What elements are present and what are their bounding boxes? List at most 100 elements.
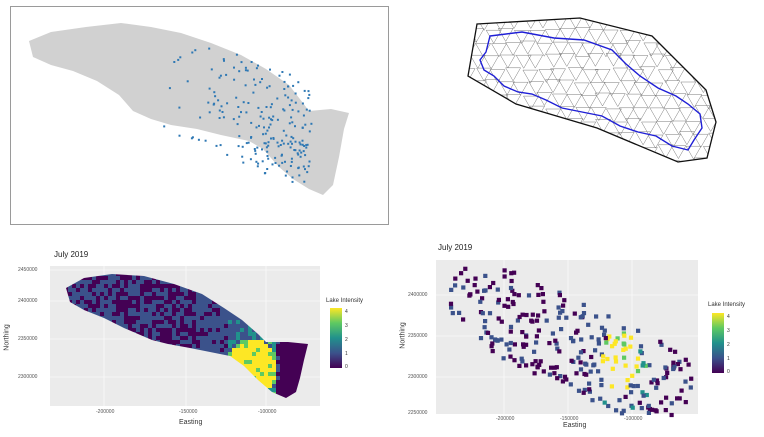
- mesh-triangle: [649, 157, 666, 162]
- node-square: [658, 339, 663, 344]
- mesh-triangle: [685, 145, 702, 160]
- raster-cell: [164, 340, 168, 344]
- mesh-triangle: [673, 43, 689, 58]
- node-square: [610, 344, 615, 349]
- raster-cell: [224, 316, 228, 320]
- raster-cell: [160, 328, 164, 332]
- raster-cell: [164, 324, 168, 328]
- mesh-triangle: [568, 145, 585, 160]
- mesh-triangle: [619, 54, 636, 69]
- raster-x-tick-0: -200000: [96, 409, 115, 415]
- node-square: [596, 341, 601, 346]
- raster-cell: [88, 300, 92, 304]
- raster-cell: [276, 384, 280, 388]
- raster-cell: [176, 340, 180, 344]
- raster-cell: [196, 324, 200, 328]
- mesh-triangle: [505, 42, 522, 56]
- mesh-triangle: [686, 94, 703, 109]
- mesh-triangle: [535, 121, 552, 136]
- node-square: [655, 381, 660, 386]
- lake-dot: [204, 139, 207, 142]
- raster-cell: [224, 348, 228, 352]
- raster-cell: [120, 276, 124, 280]
- raster-cell: [92, 308, 96, 312]
- raster-cell: [104, 308, 108, 312]
- raster-cell: [148, 308, 152, 312]
- raster-cell: [192, 340, 196, 344]
- lake-dot: [287, 142, 290, 145]
- raster-cell: [88, 284, 92, 288]
- raster-cell: [76, 284, 80, 288]
- lake-dot: [298, 174, 301, 177]
- node-square: [472, 283, 477, 288]
- node-square: [504, 342, 509, 347]
- raster-cell: [288, 344, 292, 348]
- raster-cell: [268, 340, 272, 344]
- node-square: [554, 341, 559, 346]
- mesh-triangle: [702, 118, 716, 133]
- raster-cell: [144, 312, 148, 316]
- raster-cell: [204, 340, 208, 344]
- lake-dot: [242, 101, 245, 104]
- raster-cell: [212, 332, 216, 336]
- mesh-triangle: [635, 158, 652, 162]
- mesh-triangle: [489, 69, 506, 84]
- raster-cell: [80, 304, 84, 308]
- lake-dot: [208, 111, 211, 114]
- mesh-triangle: [633, 82, 650, 96]
- mesh-triangle: [538, 69, 555, 84]
- node-square: [524, 342, 529, 347]
- node-square: [555, 346, 560, 351]
- raster-cell: [256, 376, 260, 380]
- raster-cell: [108, 312, 112, 316]
- raster-cell: [188, 288, 192, 292]
- node-square: [556, 315, 561, 320]
- lake-dot: [288, 122, 291, 125]
- lake-dot: [278, 164, 281, 167]
- lake-dot: [299, 143, 302, 146]
- raster-cell: [76, 304, 80, 308]
- node-square: [576, 388, 582, 393]
- mesh-triangle: [649, 53, 666, 68]
- raster-cell: [288, 388, 292, 392]
- mesh-triangle: [701, 42, 716, 57]
- node-square: [552, 365, 557, 370]
- raster-cell: [96, 296, 100, 300]
- raster-cell: [124, 300, 128, 304]
- node-square: [562, 374, 568, 379]
- node-square: [634, 364, 639, 369]
- node-square: [630, 373, 635, 378]
- raster-cell: [176, 284, 180, 288]
- mesh-triangle: [708, 55, 716, 69]
- raster-legend-title: Lake Intensity: [326, 298, 364, 304]
- raster-cell: [252, 332, 256, 336]
- raster-cell: [232, 316, 236, 320]
- raster-cell: [116, 300, 120, 304]
- lake-dot: [222, 116, 225, 119]
- raster-cell: [136, 312, 140, 316]
- raster-cell: [236, 320, 240, 324]
- raster-cell: [124, 320, 128, 324]
- raster-cell: [288, 376, 292, 380]
- lake-dot: [282, 129, 285, 132]
- raster-cell: [172, 296, 176, 300]
- raster-cell: [136, 308, 140, 312]
- raster-cell: [292, 344, 296, 348]
- node-square: [576, 355, 581, 360]
- node-square: [568, 336, 574, 341]
- raster-cell: [204, 312, 208, 316]
- lake-dot: [255, 67, 258, 70]
- raster-cell: [120, 308, 124, 312]
- raster-cell: [244, 328, 248, 332]
- lake-dot: [284, 94, 287, 97]
- raster-cell: [256, 344, 260, 348]
- node-square: [609, 384, 614, 389]
- raster-cell: [292, 356, 296, 360]
- raster-cell: [252, 340, 256, 344]
- raster-cell: [120, 316, 124, 320]
- raster-cell: [176, 332, 180, 336]
- raster-cell: [196, 344, 200, 348]
- lake-dot: [256, 146, 259, 149]
- lake-dot: [260, 111, 263, 113]
- mesh-triangle: [687, 40, 704, 55]
